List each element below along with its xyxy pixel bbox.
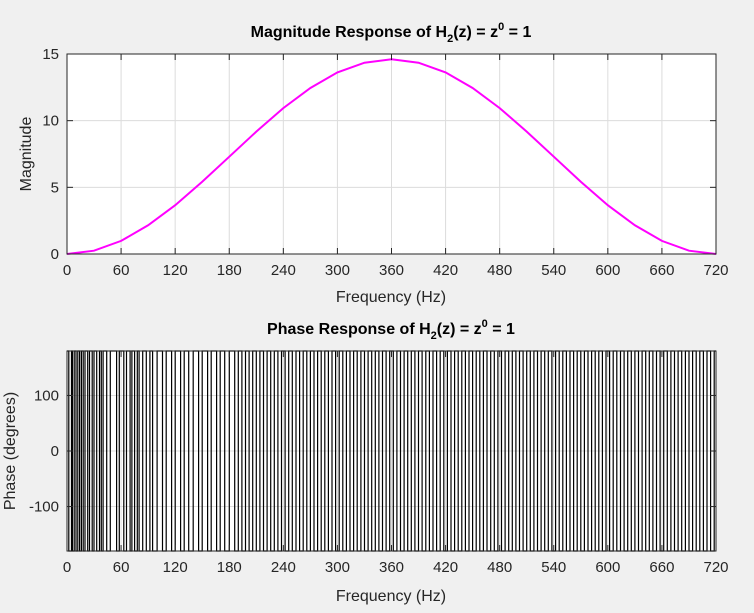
magnitude-x-tick-label: 600 bbox=[595, 262, 620, 279]
magnitude-x-tick-label: 240 bbox=[271, 262, 296, 279]
phase-x-tick-label: 480 bbox=[487, 559, 512, 576]
magnitude-y-ticks: 0 5 10 15 bbox=[42, 46, 716, 263]
phase-axes: 0 60 120 180 240 300 360 420 480 540 600 660 720 100… bbox=[2, 318, 729, 605]
magnitude-y-tick-label: 0 bbox=[51, 246, 59, 263]
phase-y-label: Phase (degrees) bbox=[2, 392, 19, 510]
magnitude-y-tick-label: 10 bbox=[42, 113, 59, 130]
phase-x-tick-label: 660 bbox=[649, 559, 674, 576]
phase-x-tick-label: 600 bbox=[595, 559, 620, 576]
phase-x-tick-label: 120 bbox=[163, 559, 188, 576]
phase-x-tick-label: 540 bbox=[541, 559, 566, 576]
magnitude-x-label: Frequency (Hz) bbox=[336, 289, 446, 306]
magnitude-y-tick-label: 15 bbox=[42, 46, 59, 63]
magnitude-x-tick-label: 0 bbox=[63, 262, 71, 279]
magnitude-y-tick-label: 5 bbox=[51, 179, 59, 196]
phase-x-tick-label: 180 bbox=[217, 559, 242, 576]
magnitude-x-tick-label: 120 bbox=[163, 262, 188, 279]
phase-x-label: Frequency (Hz) bbox=[336, 588, 446, 605]
phase-x-tick-label: 240 bbox=[271, 559, 296, 576]
magnitude-x-ticks: 0 60 120 180 240 300 360 420 480 540 600 660 720 bbox=[63, 54, 729, 279]
magnitude-axes: 0 60 120 180 240 300 360 420 480 540 600 660 720 0 5 1… bbox=[18, 21, 729, 306]
phase-y-tick-label: 0 bbox=[51, 443, 59, 460]
phase-y-ticks: 100 0 -100 bbox=[29, 387, 716, 516]
magnitude-x-tick-label: 360 bbox=[379, 262, 404, 279]
magnitude-x-tick-label: 180 bbox=[217, 262, 242, 279]
magnitude-x-tick-label: 420 bbox=[433, 262, 458, 279]
magnitude-x-tick-label: 60 bbox=[113, 262, 130, 279]
phase-x-tick-label: 60 bbox=[113, 559, 130, 576]
phase-y-tick-label: 100 bbox=[34, 387, 59, 404]
magnitude-x-tick-label: 720 bbox=[703, 262, 728, 279]
magnitude-grid bbox=[66, 53, 717, 255]
phase-title: Phase Response of H2(z) = z0 = 1 bbox=[267, 318, 515, 342]
phase-x-ticks: 0 60 120 180 240 300 360 420 480 540 600 660 720 bbox=[63, 351, 729, 576]
phase-x-tick-label: 300 bbox=[325, 559, 350, 576]
phase-x-tick-label: 720 bbox=[703, 559, 728, 576]
phase-x-tick-label: 360 bbox=[379, 559, 404, 576]
magnitude-y-label: Magnitude bbox=[18, 117, 35, 192]
magnitude-x-tick-label: 660 bbox=[649, 262, 674, 279]
phase-y-tick-label: -100 bbox=[29, 499, 59, 516]
phase-x-tick-label: 420 bbox=[433, 559, 458, 576]
magnitude-x-tick-label: 480 bbox=[487, 262, 512, 279]
magnitude-title: Magnitude Response of H2(z) = z0 = 1 bbox=[251, 21, 532, 45]
phase-x-tick-label: 0 bbox=[63, 559, 71, 576]
magnitude-x-tick-label: 540 bbox=[541, 262, 566, 279]
magnitude-x-tick-label: 300 bbox=[325, 262, 350, 279]
